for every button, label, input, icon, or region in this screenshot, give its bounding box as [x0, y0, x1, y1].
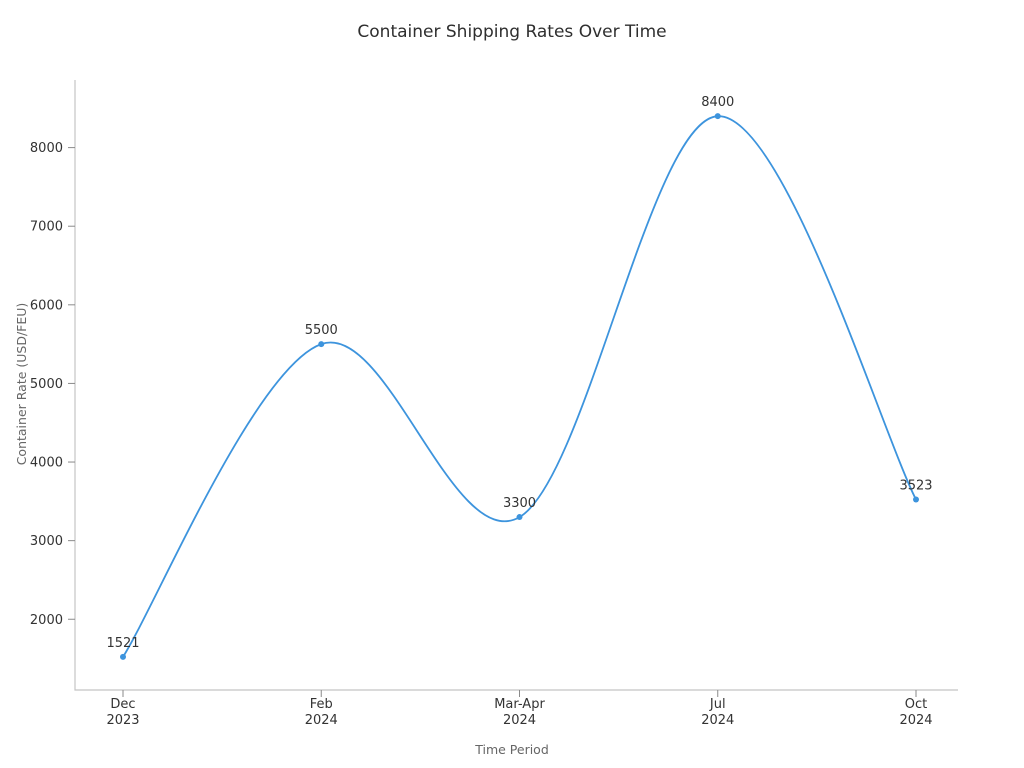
y-tick-label: 5000 — [30, 377, 63, 392]
data-point-label: 3300 — [503, 496, 536, 511]
data-point-label: 3523 — [899, 479, 932, 494]
chart-title: Container Shipping Rates Over Time — [357, 22, 667, 42]
data-point-marker — [516, 514, 523, 521]
axis-spines — [74, 80, 958, 691]
data-point-label: 1521 — [106, 636, 139, 651]
x-tick-label: Oct 2024 — [899, 697, 932, 728]
y-tick-label: 3000 — [30, 534, 63, 549]
x-tick-label: Jul 2024 — [701, 697, 734, 728]
data-point-marker — [714, 113, 721, 120]
data-point-label: 5500 — [305, 323, 338, 338]
x-tick-label: Dec 2023 — [106, 697, 139, 728]
x-tick-label: Mar-Apr 2024 — [494, 697, 545, 728]
data-point-marker — [913, 496, 919, 503]
x-tick-label: Feb 2024 — [305, 697, 338, 728]
y-tick-label: 4000 — [30, 456, 63, 471]
data-point-label: 8400 — [701, 95, 734, 110]
y-tick-label: 2000 — [30, 613, 63, 628]
y-tick-label: 6000 — [30, 298, 63, 313]
series-line — [122, 115, 917, 658]
x-axis-label: Time Period — [475, 742, 549, 757]
y-tick-label: 8000 — [30, 141, 63, 156]
y-tick-label: 7000 — [30, 220, 63, 235]
data-point-marker — [318, 341, 325, 348]
data-point-marker — [120, 653, 126, 660]
